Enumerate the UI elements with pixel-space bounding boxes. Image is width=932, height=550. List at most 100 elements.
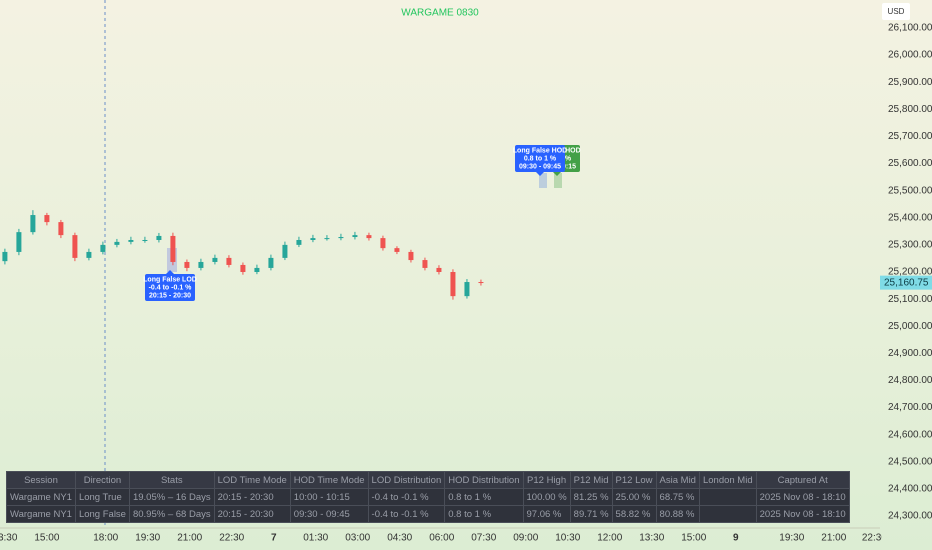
chart-title: WARGAME 0830: [401, 8, 479, 19]
table-cell: 58.82 %: [611, 505, 657, 523]
table-cell: [698, 488, 757, 506]
candle-body: [44, 215, 50, 223]
annotation-text: 09:30 - 09:45: [519, 163, 561, 170]
candle-body: [58, 222, 64, 236]
x-tick-label: 01:30: [303, 533, 328, 544]
x-tick-label: 7: [271, 533, 277, 544]
candle-body: [156, 235, 162, 240]
candle-body: [464, 282, 470, 297]
table-cell: 68.75 %: [655, 488, 700, 506]
x-tick-label: 07:30: [471, 533, 496, 544]
x-tick-label: 15:00: [34, 533, 59, 544]
candle-body: [310, 238, 316, 240]
table-cell: 81.25 %: [569, 488, 613, 506]
candle-body: [184, 261, 190, 268]
annotation: Long False LOD-0.4 to -0.1 %20:15 - 20:3…: [143, 270, 197, 301]
header-cell: London Mid: [698, 471, 757, 489]
candle-body: [100, 244, 106, 252]
candle-body: [2, 251, 8, 262]
candle-body: [30, 215, 36, 233]
x-tick-label: 19:30: [779, 533, 804, 544]
y-tick-label: 25,400.00: [888, 212, 932, 223]
candle-body: [226, 257, 232, 265]
header-cell: P12 High: [522, 471, 571, 489]
candle-body: [240, 264, 246, 272]
y-tick-label: 25,300.00: [888, 240, 932, 251]
x-tick-label: 03:00: [345, 533, 370, 544]
table-cell: Long True: [74, 488, 130, 506]
x-tick-label: 19:30: [135, 533, 160, 544]
candle-body: [352, 235, 358, 238]
y-tick-label: 25,200.00: [888, 267, 932, 278]
table-cell: -0.4 to -0.1 %: [367, 488, 446, 506]
table-cell: 19.05% – 16 Days: [128, 488, 215, 506]
annotation-pointer: [553, 172, 561, 176]
candle-body: [254, 267, 260, 272]
stats-table: Session Direction Stats LOD Time Mode HOD Ti…: [6, 471, 850, 523]
table-cell: 20:15 - 20:30: [213, 488, 291, 506]
header-cell: HOD Time Mode: [289, 471, 369, 489]
table-row: Wargame NY1 Long True 19.05% – 16 Days 20:1…: [6, 488, 850, 506]
y-tick-label: 24,900.00: [888, 348, 932, 359]
candle-body: [198, 261, 204, 268]
y-tick-label: 25,700.00: [888, 131, 932, 142]
header-cell: HOD Distribution: [444, 471, 524, 489]
y-tick-label: 26,100.00: [888, 23, 932, 34]
table-cell: 25.00 %: [611, 488, 657, 506]
table-header-row: Session Direction Stats LOD Time Mode HOD Ti…: [6, 471, 850, 489]
candle-body: [282, 244, 288, 258]
y-tick-label: 24,700.00: [888, 402, 932, 413]
candle-body: [450, 272, 456, 297]
table-cell: 20:15 - 20:30: [213, 505, 291, 523]
table-row: Wargame NY1 Long False 80.95% – 68 Days 20:…: [6, 505, 850, 523]
candle-body: [114, 241, 120, 245]
y-tick-label: 24,500.00: [888, 456, 932, 467]
table-cell: 100.00 %: [522, 488, 571, 506]
y-tick-label: 25,000.00: [888, 321, 932, 332]
y-tick-label: 25,600.00: [888, 158, 932, 169]
table-cell: 2025 Nov 08 - 18:10: [755, 488, 850, 506]
annotation-box: [515, 145, 565, 172]
header-cell: P12 Mid: [569, 471, 613, 489]
x-tick-label: 21:00: [821, 533, 846, 544]
table-cell: Wargame NY1: [6, 488, 76, 506]
header-cell: Captured At: [755, 471, 850, 489]
candle-body: [128, 240, 134, 242]
x-tick-label: 22:30: [219, 533, 244, 544]
table-cell: 2025 Nov 08 - 18:10: [755, 505, 850, 523]
y-tick-label: 25,500.00: [888, 185, 932, 196]
hod-window: [539, 173, 547, 188]
y-tick-label: 26,000.00: [888, 50, 932, 61]
table-cell: Wargame NY1: [6, 505, 76, 523]
candle-body: [394, 248, 400, 252]
x-tick-label: 21:00: [177, 533, 202, 544]
table-cell: 97.06 %: [522, 505, 571, 523]
last-price-label: 25,160.75: [884, 277, 929, 288]
header-cell: Asia Mid: [655, 471, 700, 489]
candle-body: [338, 237, 344, 239]
x-tick-label: 22:30: [862, 533, 887, 544]
y-tick-label: 25,900.00: [888, 77, 932, 88]
candle-body: [478, 282, 484, 284]
table-cell: 09:30 - 09:45: [289, 505, 369, 523]
currency-label: USD: [888, 7, 905, 16]
x-tick-label: 9: [733, 533, 739, 544]
header-cell: LOD Time Mode: [213, 471, 291, 489]
annotation-text: Long False LOD: [143, 276, 197, 283]
candle-body: [16, 232, 22, 252]
annotation-text: -0.4 to -0.1 %: [149, 284, 193, 291]
last-price-box: [880, 275, 932, 290]
x-tick-label: 18:00: [93, 533, 118, 544]
annotation-text: Long False HOD: [513, 147, 567, 154]
y-tick-label: 25,800.00: [888, 104, 932, 115]
x-tick-label: 12:00: [597, 533, 622, 544]
hod-window: [554, 173, 562, 188]
candle-body: [212, 257, 218, 262]
header-cell: Session: [6, 471, 76, 489]
currency-box: [882, 3, 910, 20]
candle-body: [296, 240, 302, 245]
candle-body: [408, 251, 414, 261]
y-tick-label: 24,600.00: [888, 429, 932, 440]
